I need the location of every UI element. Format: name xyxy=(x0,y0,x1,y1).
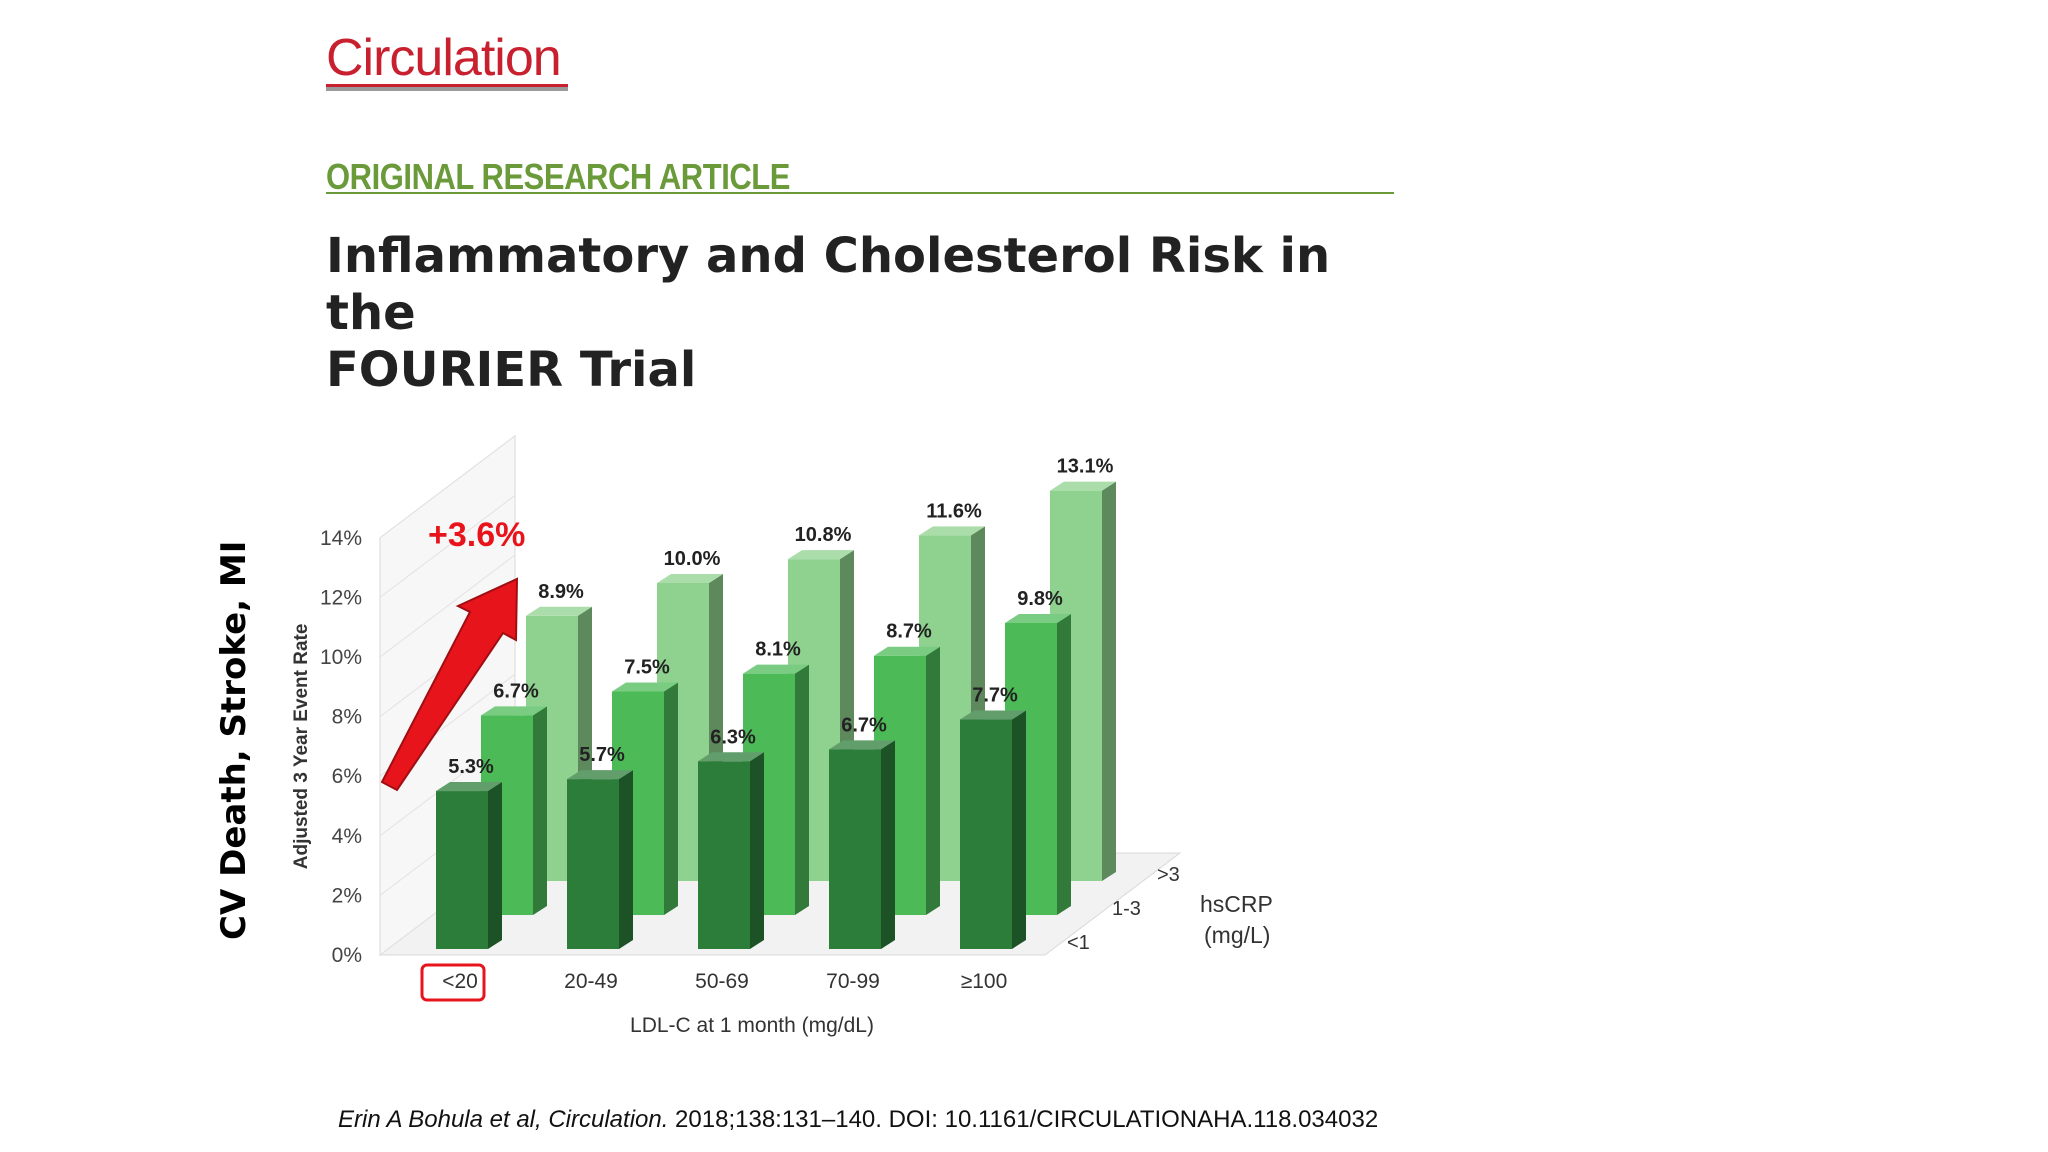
bar xyxy=(829,740,895,949)
section-rule xyxy=(326,192,1394,194)
y-gridline xyxy=(379,554,516,658)
data-label: 13.1% xyxy=(1057,456,1114,478)
data-label: 8.7% xyxy=(886,621,932,643)
article-title-line-1: Inflammatory and Cholesterol Risk in the xyxy=(326,228,1331,341)
article-title: Inflammatory and Cholesterol Risk in the… xyxy=(326,228,1426,399)
category-highlight-box xyxy=(420,963,486,1002)
bar-top xyxy=(436,782,502,792)
bar-front xyxy=(829,749,881,949)
data-label: 10.0% xyxy=(664,548,721,570)
y-tick-label: 8% xyxy=(332,706,362,729)
data-label: 6.3% xyxy=(710,726,756,748)
bar-top xyxy=(1005,613,1071,623)
bar-top xyxy=(1050,481,1116,491)
bar-front xyxy=(960,719,1012,949)
data-label: 6.7% xyxy=(841,714,887,736)
bar-top xyxy=(526,606,592,616)
bar xyxy=(960,710,1026,949)
data-label: 9.8% xyxy=(1017,588,1063,610)
bar-top xyxy=(657,574,723,583)
bar-side xyxy=(664,682,678,915)
z-axis-label-unit: (mg/L) xyxy=(1204,922,1270,948)
y-gridline xyxy=(379,435,516,539)
bar-top xyxy=(788,550,854,560)
data-label: 7.5% xyxy=(624,657,670,679)
citation: Erin A Bohula et al, Circulation. 2018;1… xyxy=(338,1106,1378,1134)
bar-side xyxy=(881,740,895,949)
data-label: 10.8% xyxy=(795,524,852,546)
bar xyxy=(436,782,502,949)
y-tick-label: 0% xyxy=(332,944,362,967)
bar-front xyxy=(698,761,750,949)
increase-label: +3.6% xyxy=(428,516,525,554)
bar-front xyxy=(567,779,619,949)
y-tick-label: 6% xyxy=(332,765,362,788)
x-tick-label: 20-49 xyxy=(564,970,618,993)
bar xyxy=(567,770,633,949)
bar-side xyxy=(926,646,940,915)
article-title-line-2: FOURIER Trial xyxy=(326,342,697,398)
bar-top xyxy=(567,770,633,780)
data-label: 8.9% xyxy=(538,581,584,603)
x-tick-label: 50-69 xyxy=(695,970,749,993)
series-label: >3 xyxy=(1157,864,1180,886)
data-label: 5.7% xyxy=(579,744,625,766)
bar-top xyxy=(612,682,678,692)
chart-annotation: +3.6% xyxy=(380,516,525,1002)
journal-name: Circulation xyxy=(326,29,562,87)
y-tick-label: 12% xyxy=(320,586,362,609)
data-label: 6.7% xyxy=(493,680,539,702)
y-tick-label: 10% xyxy=(320,646,362,669)
bar xyxy=(698,752,764,949)
y-tick-label: 2% xyxy=(332,884,362,907)
section-heading: ORIGINAL RESEARCH ARTICLE xyxy=(326,156,790,197)
bar-side xyxy=(533,706,547,915)
journal-underline-shadow xyxy=(326,87,568,91)
data-label: 11.6% xyxy=(926,500,982,522)
y-tick-label: 14% xyxy=(320,527,362,550)
citation-details: 2018;138:131–140. DOI: 10.1161/CIRCULATI… xyxy=(668,1106,1379,1133)
bar-top xyxy=(919,526,985,536)
bar-side xyxy=(619,770,633,949)
journal-underline xyxy=(326,84,568,87)
bar-side xyxy=(1102,481,1116,881)
y-axis-label: Adjusted 3 Year Event Rate xyxy=(291,624,312,870)
bar-side xyxy=(750,752,764,949)
x-tick-label: 70-99 xyxy=(826,970,880,993)
z-axis-label: hsCRP xyxy=(1200,891,1273,917)
series-label: 1-3 xyxy=(1112,898,1141,920)
bar-top xyxy=(829,740,895,750)
increase-arrow xyxy=(380,577,519,792)
chart-bars: 8.9% 10.0% 10.8% 11.6% 13.1% 6.7% 7.5% 8.1% 8.7%… xyxy=(436,456,1116,949)
x-tick-label: ≥100 xyxy=(961,970,1008,993)
bar-front xyxy=(436,791,488,949)
bar-side xyxy=(795,664,809,915)
bar-top xyxy=(481,706,547,716)
y-gridline xyxy=(379,495,516,598)
bar-side xyxy=(1057,613,1071,915)
bar-side xyxy=(488,782,502,949)
bar-top xyxy=(874,646,940,656)
citation-journal: Circulation. xyxy=(548,1106,669,1133)
data-label: 8.1% xyxy=(755,639,801,661)
data-label: 5.3% xyxy=(448,756,494,778)
data-label: 7.7% xyxy=(972,685,1018,707)
y-tick-label: 4% xyxy=(332,825,362,848)
bar-top xyxy=(960,710,1026,720)
bar-top xyxy=(743,664,809,674)
citation-authors: Erin A Bohula et al, xyxy=(338,1106,549,1133)
series-label: <1 xyxy=(1067,932,1090,954)
bar-top xyxy=(698,752,764,762)
bar-side xyxy=(1012,710,1026,949)
x-tick-label: <20 xyxy=(442,970,478,993)
x-axis-label: LDL-C at 1 month (mg/dL) xyxy=(630,1014,874,1037)
